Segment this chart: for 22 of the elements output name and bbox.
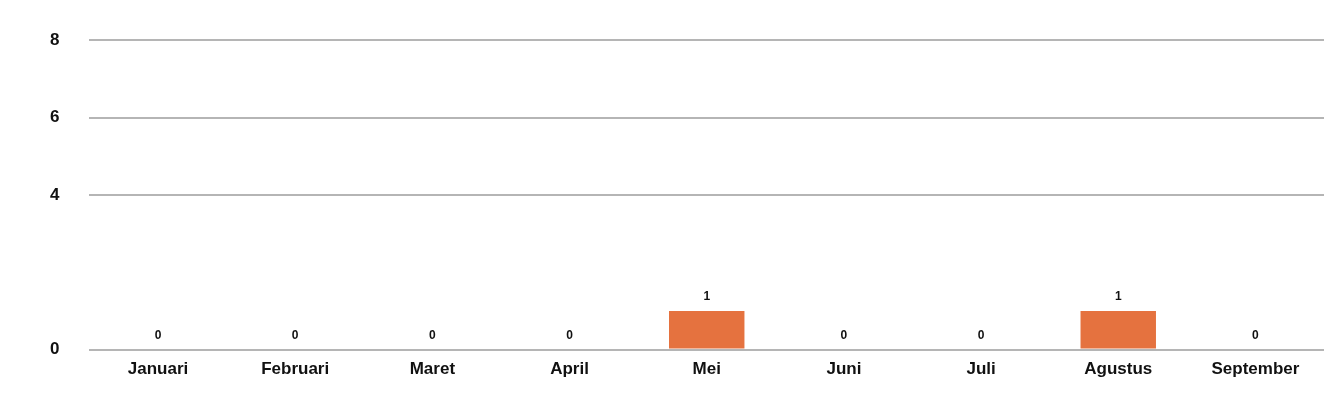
data-label: 0 bbox=[840, 327, 848, 342]
x-tick-label: Juli bbox=[966, 359, 996, 379]
x-tick-label: April bbox=[550, 359, 589, 379]
data-label: 0 bbox=[291, 327, 299, 342]
y-tick-label: 4 bbox=[49, 184, 60, 204]
y-tick-label: 8 bbox=[49, 29, 60, 49]
x-tick-label: September bbox=[1211, 359, 1300, 379]
data-label: 0 bbox=[977, 327, 985, 342]
y-tick-label: 6 bbox=[49, 107, 60, 127]
data-label: 0 bbox=[154, 327, 162, 342]
x-tick-label: Februari bbox=[261, 359, 330, 379]
y-tick-label: 0 bbox=[49, 339, 60, 359]
x-tick-label: Mei bbox=[692, 359, 721, 379]
data-label: 1 bbox=[703, 289, 711, 304]
x-tick-label: Agustus bbox=[1084, 359, 1153, 379]
x-tick-label: Juni bbox=[826, 359, 862, 379]
data-label: 0 bbox=[1252, 327, 1260, 342]
x-tick-label: Maret bbox=[409, 359, 456, 379]
x-tick-label: Januari bbox=[127, 359, 189, 379]
data-label: 1 bbox=[1114, 289, 1122, 304]
data-label: 0 bbox=[566, 327, 574, 342]
data-label: 0 bbox=[429, 327, 437, 342]
